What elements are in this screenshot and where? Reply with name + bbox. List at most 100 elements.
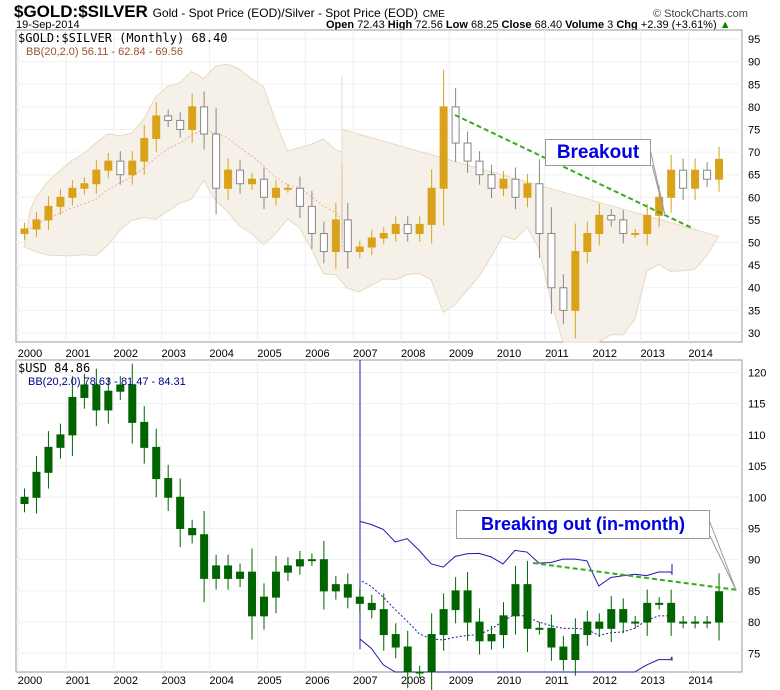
chart-symbol: $GOLD:$SILVER [14, 2, 148, 21]
candle-body [415, 671, 424, 674]
candle-body [188, 106, 197, 130]
x-tick-label: 2002 [114, 675, 138, 687]
candle-body [92, 384, 101, 411]
candle-body [248, 178, 257, 185]
chart-description: Gold - Spot Price (EOD)/Silver - Spot Pr… [152, 6, 418, 20]
candle-body [679, 621, 688, 624]
candle-body [355, 596, 364, 604]
candle-body [260, 596, 268, 617]
candle-body [367, 602, 376, 611]
x-tick-label: 2003 [161, 348, 185, 360]
candle-body [188, 527, 197, 536]
candle-body [547, 232, 556, 289]
candle-body [140, 138, 149, 162]
bottom-indicator: BB(20,2.0) 78.63 - 81.47 - 84.31 [28, 376, 186, 388]
candle-body [379, 609, 388, 636]
candle-body [152, 446, 161, 480]
x-tick-label: 2013 [640, 348, 664, 360]
candle-body [32, 471, 41, 498]
y-tick-label: 60 [748, 192, 760, 204]
candle-body [116, 160, 125, 176]
candle-body [20, 228, 29, 234]
x-tick-label: 2013 [640, 675, 664, 687]
y-tick-label: 75 [748, 124, 760, 136]
candle-body [427, 634, 436, 673]
x-tick-label: 2004 [209, 348, 233, 360]
candle-body [583, 621, 592, 636]
x-tick-label: 2002 [114, 348, 138, 360]
candle-body [571, 634, 580, 661]
x-tick-label: 2011 [545, 675, 569, 687]
y-tick-label: 80 [748, 617, 760, 629]
candle-body [487, 174, 496, 189]
candle-body [128, 384, 137, 423]
candle-body [116, 384, 125, 392]
y-tick-label: 90 [748, 57, 760, 69]
candle-body [487, 634, 496, 642]
candle-body [319, 232, 328, 253]
exchange: CME [422, 9, 445, 20]
candle-body [104, 160, 113, 171]
candle-body [92, 169, 101, 185]
x-tick-label: 2003 [161, 675, 185, 687]
x-tick-label: 2000 [18, 348, 42, 360]
candle-body [691, 621, 700, 624]
candle-body [631, 232, 640, 235]
candle-body [499, 178, 508, 189]
y-tick-label: 40 [748, 283, 760, 295]
candle-body [152, 115, 161, 140]
y-tick-label: 65 [748, 170, 760, 182]
candle-body [475, 160, 484, 176]
bollinger-middle [359, 403, 673, 641]
candle-body [200, 106, 209, 135]
candle-body [451, 106, 460, 144]
x-tick-label: 2009 [449, 675, 473, 687]
candle-body [331, 584, 340, 592]
candle-body [343, 584, 352, 598]
candle-body [427, 187, 436, 225]
candle-body [715, 158, 724, 180]
candle-body [571, 251, 580, 311]
candle-body [80, 384, 89, 398]
candle-body [68, 187, 77, 198]
x-tick-label: 2012 [593, 348, 617, 360]
candle-body [655, 602, 664, 605]
y-tick-label: 35 [748, 305, 760, 317]
candle-body [631, 621, 640, 624]
x-tick-label: 2006 [305, 348, 329, 360]
y-tick-label: 95 [748, 34, 760, 46]
candle-body [535, 183, 544, 234]
candle-body [128, 160, 137, 176]
candle-body [379, 232, 388, 239]
x-tick-label: 2014 [688, 675, 712, 687]
candle-body [667, 169, 676, 198]
candle-body [56, 196, 65, 207]
candle-body [595, 214, 604, 234]
y-tick-label: 70 [748, 147, 760, 159]
candle-body [691, 169, 700, 189]
y-tick-label: 55 [748, 215, 760, 227]
candle-body [248, 571, 257, 617]
candle-body [295, 187, 304, 207]
candle-body [703, 621, 712, 624]
candle-body [260, 178, 268, 198]
top-indicator: BB(20,2.0) 56.11 - 62.84 - 69.56 [26, 46, 183, 58]
candle-body [176, 496, 185, 529]
candle-body [236, 169, 245, 185]
candle-body [200, 534, 209, 579]
candle-body [463, 590, 472, 623]
candle-body [331, 219, 340, 253]
y-tick-label: 30 [748, 328, 760, 340]
candle-body [32, 219, 41, 230]
x-tick-label: 2008 [401, 675, 425, 687]
candle-body [283, 187, 292, 190]
candle-body [391, 223, 400, 234]
candle-body [475, 621, 484, 642]
candle-body [523, 584, 532, 629]
y-tick-label: 85 [748, 586, 760, 598]
breaking-out-annotation: Breaking out (in-month) [456, 510, 710, 539]
callout-pointer [647, 139, 666, 216]
x-tick-label: 2007 [353, 675, 377, 687]
x-tick-label: 2006 [305, 675, 329, 687]
